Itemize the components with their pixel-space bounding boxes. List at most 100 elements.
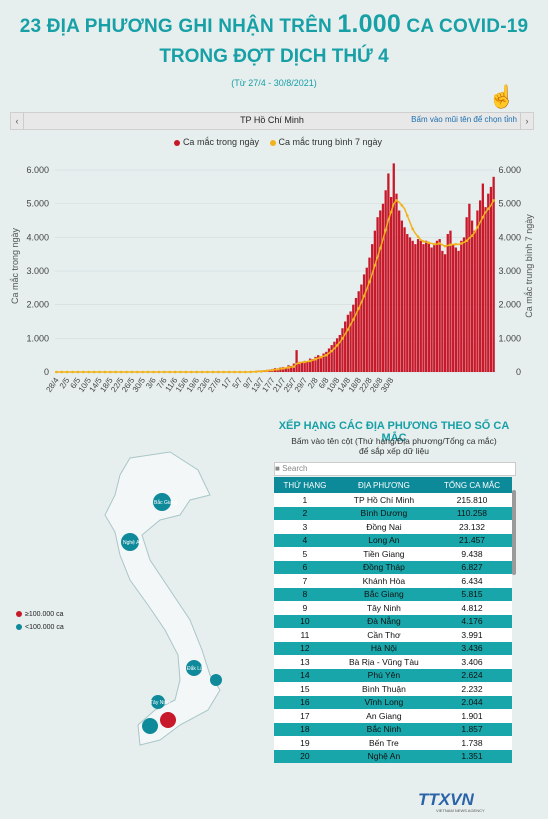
page-title-line2: TRONG ĐỢT DỊCH THỨ 4 [159, 46, 389, 67]
map-label-nghe-an: Nghệ An [123, 540, 142, 546]
column-header-total[interactable]: TỔNG CA MẮC [432, 477, 512, 493]
avg7-point [211, 370, 215, 374]
total-cell: 3.991 [432, 628, 512, 642]
daily-bar [325, 351, 328, 372]
daily-bar [354, 297, 358, 372]
daily-bar [306, 361, 309, 372]
avg7-point [271, 368, 274, 372]
daily-bar [419, 240, 422, 372]
ranking-subtitle: Bấm vào tên cột (Thứ hạng/Địa phương/Tổn… [291, 436, 497, 456]
legend-low-swatch [16, 624, 22, 631]
ttxvn-logo-sub: VIETNAM NEWS AGENCY [436, 808, 485, 813]
y-tick-label-left: 1.000 [26, 333, 49, 343]
rank-cell: 7 [274, 574, 336, 588]
date-range: (Từ 27/4 - 30/8/2021) [231, 78, 317, 88]
avg7-point [98, 370, 101, 374]
rank-cell: 9 [274, 601, 336, 615]
avg7-point [362, 294, 366, 298]
avg7-point [422, 240, 425, 243]
province-cell: Bắc Ninh [335, 722, 432, 736]
avg7-point [335, 344, 339, 347]
province-selector[interactable]: ‹ TP Hồ Chí Minh Bấm vào mũi tên để chọn… [10, 112, 534, 130]
avg7-point [260, 370, 263, 373]
avg7-point [168, 370, 172, 374]
map-region-mekong[interactable] [142, 718, 158, 734]
avg7-point [206, 370, 209, 374]
avg7-point [297, 361, 301, 365]
rank-cell: 15 [274, 682, 336, 696]
map-label-dak-lak: Đắk Lắk [187, 665, 206, 672]
avg7-point [265, 369, 269, 373]
table-row: 15 Bình Thuận 2.232 [274, 682, 512, 696]
map-region-nghe-an[interactable] [121, 533, 139, 551]
daily-bar [376, 217, 379, 372]
province-cell: Đà Nẵng [335, 614, 432, 628]
table-row: 4 Long An 21.457 [274, 533, 512, 547]
avg7-point [87, 370, 91, 374]
province-cell: Nghệ An [335, 749, 432, 763]
daily-bar [357, 291, 360, 372]
avg7-point [492, 199, 495, 202]
search-input[interactable]: ■ Search [274, 462, 516, 476]
avg7-point [125, 370, 128, 374]
column-header-province[interactable]: ĐỊA PHƯƠNG [335, 477, 432, 493]
avg7-point [281, 367, 285, 370]
selected-province: TP Hồ Chí Minh [240, 115, 304, 125]
avg7-point [190, 370, 193, 374]
table-row: 18 Bắc Ninh 1.857 [274, 722, 512, 736]
province-cell: Bắc Giang [335, 587, 432, 601]
daily-bar [468, 203, 471, 372]
total-cell: 3.436 [432, 641, 512, 655]
table-row: 12 Hà Nội 3.436 [274, 641, 512, 655]
avg7-point [378, 246, 382, 250]
table-scrollbar[interactable] [512, 490, 516, 575]
y-tick-label-right: 1.000 [498, 333, 521, 343]
daily-bar [465, 217, 468, 372]
map-region-bac-giang[interactable] [153, 493, 171, 511]
daily-bar [314, 356, 317, 372]
daily-bar [416, 239, 420, 372]
y-tick-label-left: 4.000 [26, 232, 49, 242]
y-tick-label-right: 2.000 [498, 300, 521, 310]
avg7-point [449, 243, 452, 247]
map-region-ho-chi-minh[interactable] [160, 712, 176, 728]
daily-bar [430, 247, 433, 372]
avg7-point [146, 370, 150, 374]
ttxvn-logo: TTXVN [418, 790, 474, 809]
avg7-point [481, 215, 485, 219]
avg7-point [416, 235, 420, 239]
province-cell: Tiền Giang [335, 547, 432, 561]
column-header-rank[interactable]: THỨ HẠNG [274, 477, 336, 493]
avg7-point [92, 370, 96, 374]
daily-bar [298, 361, 301, 372]
next-province-button[interactable]: › [520, 113, 533, 129]
total-cell: 4.812 [432, 601, 512, 615]
y-axis-label-left: Ca mắc trong ngày [10, 227, 20, 304]
total-cell: 1.351 [432, 749, 512, 763]
pointer-hand-icon: ☝ [488, 84, 516, 109]
table-row: 16 Vĩnh Long 2.044 [274, 695, 512, 709]
map-label-tay-ninh: Tây Ninh [150, 700, 170, 706]
rank-cell: 2 [274, 506, 336, 520]
avg7-point [276, 368, 279, 371]
total-cell: 1.857 [432, 722, 512, 736]
previous-province-button[interactable]: ‹ [11, 113, 24, 129]
daily-bar [406, 234, 409, 372]
map-region-tay-ninh[interactable] [151, 695, 165, 709]
avg7-point [119, 370, 123, 374]
table-row: 20 Nghệ An 1.351 [274, 749, 512, 763]
avg7-line [56, 199, 495, 373]
province-cell: Đồng Tháp [335, 560, 432, 574]
avg7-point [55, 370, 58, 374]
map-region-dak-lak[interactable] [186, 660, 202, 676]
table-row: 14 Phú Yên 2.624 [274, 668, 512, 682]
daily-bar [290, 365, 293, 372]
avg7-point [71, 370, 74, 374]
table-row: 9 Tây Ninh 4.812 [274, 601, 512, 615]
ranking-table: THỨ HẠNG ĐỊA PHƯƠNG TỔNG CA MẮC 1 TP Hồ C… [274, 477, 512, 763]
avg7-point [308, 359, 312, 363]
daily-bar [470, 220, 474, 372]
ranking-title: XẾP HẠNG CÁC ĐỊA PHƯƠNG THEO SỐ CA MẮC [278, 420, 510, 444]
map-region-khanh-hoa[interactable] [210, 674, 222, 686]
rank-cell: 19 [274, 736, 336, 750]
